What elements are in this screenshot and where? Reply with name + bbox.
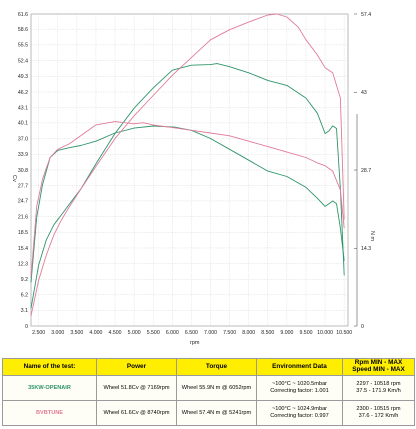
x-tick-label: 5.000 <box>128 330 141 336</box>
35kw-openair-power-line <box>30 63 345 309</box>
series-lines <box>30 13 345 316</box>
x-tick-label: 3.500 <box>70 330 83 336</box>
run-torque: Wheel 57.4N m @ 5241rpm <box>176 400 257 426</box>
left-tick-label: 0 <box>25 324 28 330</box>
x-tick-label: 10.000 <box>317 330 333 336</box>
right-tick-label: 57.4 <box>361 12 371 18</box>
table-row: 35KW-OPENAIR Wheel 51.8Cv @ 7169rpm Whee… <box>2 375 415 401</box>
run-environment: ~100°C ~ 1020.5mbar Correcting factor: 1… <box>256 375 343 401</box>
run-power: Wheel 61.6Cv @ 8740rpm <box>96 400 177 426</box>
x-axis-ticks: 2.500 3.000 3.500 4.000 4.500 5.000 5.500 6.000… <box>32 330 352 336</box>
run-rpm-speed: 2300 - 10515 rpm 37.6 - 172 Km/h <box>342 400 415 426</box>
header-test-name: Name of the test: <box>2 358 97 376</box>
left-tick-label: 18.5 <box>18 230 28 236</box>
right-tick-label: 43 <box>361 90 367 96</box>
x-axis-label: rpm <box>190 340 200 345</box>
x-tick-label: 8.000 <box>242 330 255 336</box>
left-tick-label: 24.7 <box>18 199 28 205</box>
left-tick-label: 33.9 <box>18 152 28 158</box>
left-tick-label: 15.4 <box>18 246 28 252</box>
x-tick-label: 8.500 <box>261 330 274 336</box>
run-name: BVBTUNE <box>2 400 97 426</box>
x-tick-label: 3.000 <box>51 330 64 336</box>
left-axis-label: Cv <box>11 175 17 182</box>
x-tick-label: 6.000 <box>166 330 179 336</box>
left-tick-label: 58.6 <box>18 27 28 33</box>
35kw-openair-torque-line <box>30 125 345 283</box>
right-axis-ticks: 0 14.3 28.7 43 57.4 <box>354 12 371 330</box>
bvbtune-power-line <box>30 13 345 316</box>
left-tick-label: 40.1 <box>18 121 28 127</box>
x-tick-label: 5.500 <box>147 330 160 336</box>
x-tick-label: 4.000 <box>89 330 102 336</box>
bvbtune-torque-line <box>30 121 345 278</box>
dyno-chart: 0 3.1 6.2 9.2 12.3 15.4 18.5 21.6 24.7 27.7 30.8 33… <box>11 12 375 345</box>
left-tick-label: 30.8 <box>18 168 28 174</box>
left-tick-label: 6.2 <box>21 292 28 298</box>
results-header-row: Name of the test: Power Torque Environme… <box>2 358 415 376</box>
run-torque: Wheel 55.9N m @ 6052rpm <box>176 375 257 401</box>
x-tick-label: 7.500 <box>223 330 236 336</box>
left-tick-label: 46.2 <box>18 90 28 96</box>
right-tick-label: 28.7 <box>361 168 371 174</box>
left-tick-label: 55.5 <box>18 43 28 49</box>
left-tick-label: 43.1 <box>18 106 28 112</box>
x-tick-label: 2.500 <box>32 330 45 336</box>
left-tick-label: 49.3 <box>18 74 28 80</box>
run-name: 35KW-OPENAIR <box>2 375 97 401</box>
left-axis-ticks: 0 3.1 6.2 9.2 12.3 15.4 18.5 21.6 24.7 27.7 30.8 33… <box>18 12 28 330</box>
grid <box>30 13 349 327</box>
x-tick-label: 9.500 <box>299 330 312 336</box>
right-tick-label: 14.3 <box>361 246 371 252</box>
x-tick-label: 6.500 <box>185 330 198 336</box>
header-rpm-speed: Rpm MIN - MAX Speed MIN - MAX <box>342 358 415 376</box>
left-tick-label: 21.6 <box>18 214 28 220</box>
left-tick-label: 37.0 <box>18 136 28 142</box>
header-environment: Environment Data <box>256 358 343 376</box>
x-tick-label: 9.000 <box>280 330 293 336</box>
left-tick-label: 3.1 <box>21 308 28 314</box>
left-tick-label: 27.7 <box>18 184 28 190</box>
header-power: Power <box>96 358 177 376</box>
left-tick-label: 9.2 <box>21 277 28 283</box>
header-torque: Torque <box>176 358 257 376</box>
results-table: Name of the test: Power Torque Environme… <box>2 358 415 426</box>
right-tick-label: 0 <box>361 324 364 330</box>
left-tick-label: 52.4 <box>18 58 28 64</box>
left-tick-label: 12.3 <box>18 262 28 268</box>
run-power: Wheel 51.8Cv @ 7169rpm <box>96 375 177 401</box>
x-tick-label: 4.500 <box>109 330 122 336</box>
run-environment: ~100°C ~ 1024.9mbar Correcting factor: 0… <box>256 400 343 426</box>
left-tick-label: 61.6 <box>18 12 28 18</box>
table-row: BVBTUNE Wheel 61.6Cv @ 8740rpm Wheel 57.… <box>2 400 415 426</box>
x-tick-label: 7.000 <box>204 330 217 336</box>
right-axis-label: N m <box>369 231 375 242</box>
run-rpm-speed: 2297 - 10518 rpm 37.5 - 171.9 Km/h <box>342 375 415 401</box>
x-tick-label: 10.500 <box>336 330 352 336</box>
